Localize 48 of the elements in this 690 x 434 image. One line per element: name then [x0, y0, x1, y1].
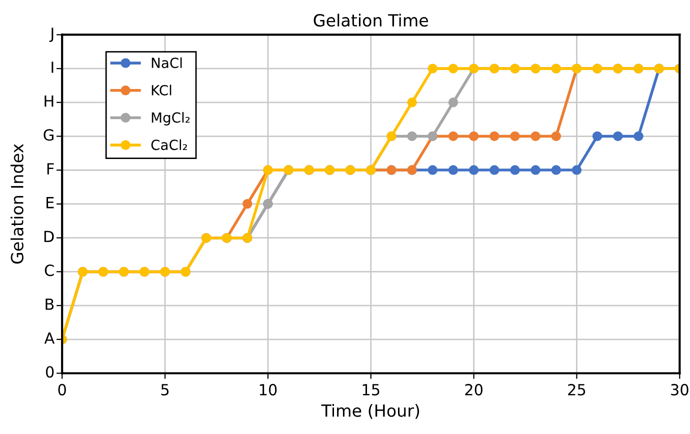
x-tick-label: 5 — [161, 384, 169, 396]
point — [468, 165, 479, 175]
x-tick-label: 10 — [260, 384, 277, 396]
y-axis-title: Gelation Index — [10, 144, 24, 264]
text: J — [49, 28, 54, 42]
point — [448, 64, 458, 74]
legend-label: KCl — [152, 84, 172, 96]
point — [551, 165, 561, 175]
point — [407, 131, 417, 142]
x-tick-label: 30 — [671, 384, 688, 396]
point — [242, 198, 252, 209]
point — [448, 98, 458, 108]
x-tick-label: 0 — [58, 384, 66, 396]
legend-label: NaCl — [152, 57, 182, 68]
point — [572, 165, 582, 175]
text: D — [44, 230, 54, 242]
text: C — [44, 264, 54, 276]
point — [428, 64, 438, 74]
point — [490, 165, 500, 175]
point — [634, 131, 644, 142]
chart-title: Gelation Time — [314, 14, 428, 27]
text: H — [44, 96, 54, 107]
point — [490, 131, 500, 142]
x-tick-label: 25 — [568, 384, 586, 396]
point — [613, 131, 623, 142]
point — [468, 131, 479, 142]
legend-label: MgCl₂ — [152, 112, 190, 126]
point — [448, 131, 458, 142]
text: E — [46, 197, 54, 208]
point — [510, 131, 520, 142]
x-tick-label: 15 — [362, 384, 380, 396]
text: B — [46, 298, 54, 310]
text: A — [44, 332, 55, 344]
legend-label: CaCl₂ — [151, 139, 187, 150]
point — [530, 131, 540, 142]
x-axis-title: Time (Hour) — [321, 404, 420, 419]
text: G — [44, 129, 54, 141]
point — [530, 165, 540, 175]
point — [428, 165, 438, 175]
point — [551, 131, 561, 142]
point — [592, 131, 602, 142]
x-tick-label: 20 — [465, 384, 483, 396]
point — [510, 165, 520, 175]
text: 0 — [46, 366, 54, 378]
point — [407, 98, 417, 108]
point — [448, 165, 458, 175]
text: F — [47, 163, 54, 174]
text: I — [52, 62, 54, 73]
